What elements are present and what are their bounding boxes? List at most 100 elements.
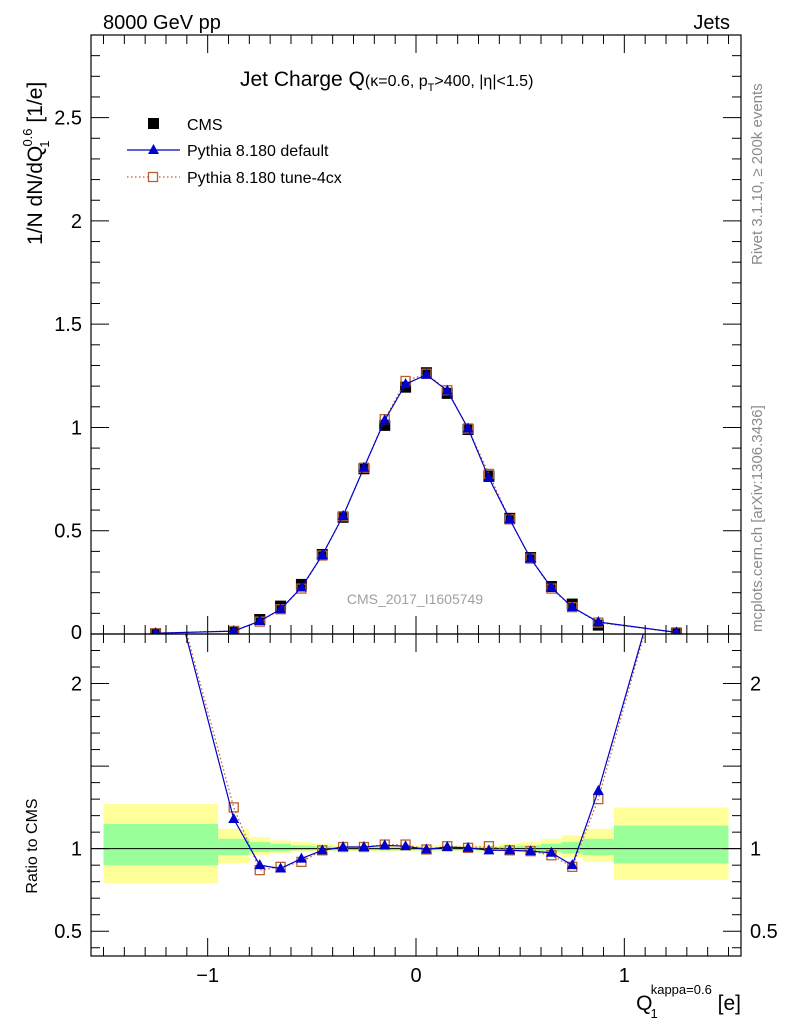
plot-title-main: Jet Charge Q [240, 68, 365, 91]
ratio-band-green [582, 838, 614, 856]
main-y-tick-label: 1.5 [54, 314, 82, 336]
pythia-default-ratio-point [545, 846, 557, 857]
pythia-default-point [566, 601, 578, 612]
analysis-id: CMS_2017_I1605749 [347, 591, 483, 607]
pythia-default-ratio-point [150, 512, 161, 522]
x-axis-label-base: Q [636, 992, 652, 1015]
pythia-default-ratio-point [275, 862, 287, 873]
y-axis-label-main-sub: 1 [37, 141, 52, 148]
legend-entry-pythia-tune: Pythia 8.180 tune-4cx [127, 170, 342, 187]
legend: CMS Pythia 8.180 default Pythia 8.180 tu… [127, 117, 342, 187]
main-panel: 0.5 1 1.5 2 2.5 0 Jet Charge Q(κ=0.6, pT>400,… [20, 34, 742, 644]
pythia-default-point [441, 384, 453, 395]
cms-point [379, 419, 391, 431]
x-tick-label: 0 [410, 965, 421, 987]
pythia-default-point [337, 509, 349, 520]
ratio-y-tick-label-right: 0.5 [750, 921, 778, 943]
main-y-tick-label: 2.5 [54, 108, 82, 130]
pythia-default-point [672, 626, 681, 634]
ratio-plot-data [150, 512, 682, 876]
pythia-default-ratio-point [566, 859, 578, 870]
rivet-label: Rivet 3.1.10, ≥ 200k events [749, 83, 766, 265]
pythia-default-point [400, 378, 412, 389]
pythia-default-point [295, 581, 307, 592]
y-axis-label-main: 1/N dN/dQ10.6 [1/e] [20, 82, 52, 245]
pythia-default-ratio-point [592, 784, 604, 795]
x-axis-label-sup: kappa=0.6 [651, 982, 712, 997]
y-axis-label-ratio: Ratio to CMS [24, 798, 41, 893]
legend-marker-cms [148, 118, 159, 129]
pythia-default-point [483, 472, 495, 483]
ratio-uncertainty-bands [103, 804, 729, 884]
pythia-default-line [155, 374, 677, 634]
main-axes: 0.5 1 1.5 2 2.5 0 [54, 34, 741, 644]
ratio-axes: −1 0 1 0.5 0.5 1 1 2 2 [54, 633, 778, 987]
pythia-default-ratio-point [462, 841, 474, 852]
pythia-default-point [275, 603, 287, 614]
legend-label-pythia-tune: Pythia 8.180 tune-4cx [187, 170, 342, 187]
legend-label-cms: CMS [187, 117, 223, 134]
pythia-default-ratio-point [228, 812, 240, 823]
pythia-default-ratio-point [525, 845, 537, 856]
pythia-default-point [379, 414, 391, 425]
ratio-y-tick-label: 2 [71, 674, 82, 696]
pythia-default-ratio-point [337, 841, 349, 852]
x-axis-label-unit: [e] [712, 992, 741, 1015]
pythia-default-point [592, 616, 604, 627]
pythia-default-point [254, 614, 266, 625]
pythia-default-ratio-point [379, 839, 391, 850]
plot-title-sub-sub: T [428, 82, 435, 94]
x-tick-label: 1 [619, 965, 630, 987]
pythia-default-point [525, 552, 537, 563]
pythia-default-ratio-point [295, 852, 307, 863]
pythia-default-ratio-point [420, 843, 432, 854]
y-axis-label-main-pre: 1/N dN/dQ [24, 146, 47, 245]
ratio-y-tick-label-right: 1 [750, 839, 761, 861]
pythia-default-ratio-point [254, 859, 266, 870]
ratio-band-green [291, 845, 312, 851]
x-axis-label: Q1 kappa=0.6 [e] [636, 982, 741, 1021]
ratio-panel: −1 0 1 0.5 0.5 1 1 2 2 Ratio to CMS [24, 512, 778, 987]
pythia-tune-ratio-point [672, 514, 681, 523]
pythia-default-point [316, 549, 328, 560]
pythia-default-point [151, 627, 160, 634]
plot-title-sub-b: >400, |η|<1.5) [434, 73, 533, 90]
pythia-default-ratio-point [441, 841, 453, 852]
legend-marker-pythia-default [148, 144, 159, 154]
mcplots-label: mcplots.cern.ch [arXiv:1306.3436] [749, 405, 766, 632]
pythia-tune-ratio-point [228, 802, 239, 813]
pythia-default-ratio-point [358, 841, 370, 852]
pythia-default-ratio-point [504, 844, 516, 855]
pythia-default-point [545, 581, 557, 592]
x-tick-label: −1 [196, 965, 219, 987]
plot-title-sub-a: (κ=0.6, p [365, 73, 428, 90]
process-label: Jets [693, 12, 730, 34]
main-plot-data [150, 367, 682, 634]
main-y-tick-label: 0.5 [54, 521, 82, 543]
pythia-default-ratio-point [671, 512, 682, 522]
pythia-default-point [358, 461, 370, 472]
ratio-band-green [218, 838, 250, 856]
ratio-band-green [270, 843, 291, 852]
ratio-y-tick-label-right: 2 [750, 674, 761, 696]
y-axis-label-main-sup: 0.6 [20, 128, 35, 146]
legend-entry-pythia-default: Pythia 8.180 default [127, 143, 329, 160]
pythia-default-ratio-line [185, 634, 644, 870]
ratio-frame [90, 633, 742, 957]
ratio-band-green [103, 823, 219, 866]
ratio-band-green [561, 842, 583, 854]
main-y-tick-label-zero: 0 [71, 622, 82, 644]
ratio-band-green [249, 842, 271, 852]
pythia-tune-ratio-point [151, 514, 160, 523]
legend-entry-cms: CMS [148, 117, 223, 134]
pythia-default-point [504, 513, 516, 524]
ratio-band-green [613, 825, 729, 864]
ratio-y-tick-label: 0.5 [54, 921, 82, 943]
legend-marker-pythia-tune [147, 171, 159, 183]
main-y-tick-label: 2 [71, 211, 82, 233]
x-axis-label-sub: 1 [650, 1006, 657, 1021]
pythia-default-point [420, 368, 432, 379]
pythia-default-point [462, 422, 474, 433]
ratio-y-tick-label: 1 [71, 839, 82, 861]
